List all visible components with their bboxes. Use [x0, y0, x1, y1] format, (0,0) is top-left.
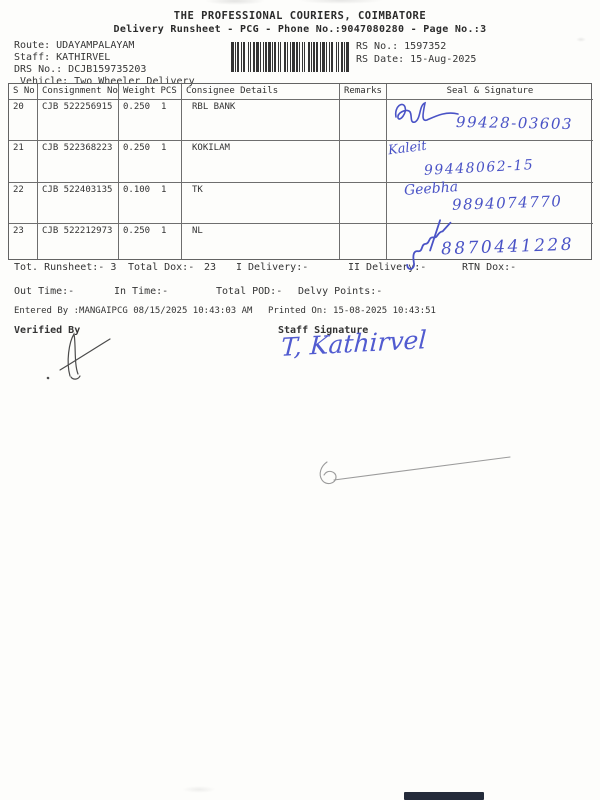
- seal-signature-scribble-row20: [394, 101, 459, 123]
- total-dox-value: 23: [204, 262, 217, 273]
- cell-remarks: [340, 141, 387, 183]
- col-header-weight: Weight: [123, 86, 156, 96]
- cell-consignee: RBL BANK: [182, 100, 340, 141]
- cell-sno: 23: [9, 224, 38, 259]
- cell-weight-pcs: 0.250 1: [119, 224, 182, 259]
- seal-phone-row22: 9894074770: [451, 192, 563, 214]
- cell-consignee: NL: [182, 224, 340, 259]
- cell-sno: 20: [9, 100, 38, 141]
- cell-sno: 21: [9, 141, 38, 183]
- cell-weight-pcs: 0.250 1: [119, 100, 182, 141]
- cell-seal: [387, 141, 593, 183]
- cell-remarks: [340, 224, 387, 259]
- i-delivery-label: I Delivery:-: [236, 262, 309, 273]
- seal-phone-row20: 99428-03603: [455, 112, 574, 134]
- staff-signature-handwriting: T, Kathirvel: [280, 325, 428, 362]
- out-time-label: Out Time:-: [14, 286, 75, 297]
- col-header-weight-pcs: Weight PCS: [119, 84, 182, 100]
- cell-sno: 22: [9, 183, 38, 224]
- scan-smudge: [182, 786, 216, 793]
- runsheet-subtitle: Delivery Runsheet - PCG - Phone No.:9047…: [113, 24, 487, 35]
- rs-no-line: RS No.: 1597352: [356, 41, 447, 52]
- total-dox-label: Total Dox:-: [128, 262, 195, 273]
- cell-weight-pcs: 0.100 1: [119, 183, 182, 224]
- staff-line: Staff: KATHIRVEL: [14, 52, 111, 63]
- rtn-dox-label: RTN Dox:-: [462, 262, 517, 273]
- cell-pcs: 1: [161, 143, 167, 153]
- cell-remarks: [340, 183, 387, 224]
- cell-pcs: 1: [161, 185, 167, 195]
- col-header-pcs: PCS: [160, 86, 177, 96]
- col-header-seal: Seal & Signature: [387, 84, 593, 100]
- col-header-sno: S No: [9, 84, 38, 100]
- entered-by-line: Entered By :MANGAIPCG 08/15/2025 10:43:0…: [14, 306, 253, 316]
- in-time-label: In Time:-: [114, 286, 169, 297]
- route-line: Route: UDAYAMPALAYAM: [14, 40, 135, 51]
- stray-pen-mark: [319, 456, 511, 485]
- rs-date-line: RS Date: 15-Aug-2025: [356, 54, 477, 65]
- cell-weight-pcs: 0.250 1: [119, 141, 182, 183]
- printed-on-line: Printed On: 15-08-2025 10:43:51: [268, 306, 436, 316]
- cell-weight: 0.250: [123, 143, 151, 153]
- cell-consignment: CJB 522403135: [38, 183, 119, 224]
- verified-by-scribble: [46, 332, 111, 380]
- staff-signature-label: Staff Signature: [278, 325, 369, 336]
- cell-consignment: CJB 522368223: [38, 141, 119, 183]
- cell-pcs: 1: [161, 226, 167, 236]
- company-title: THE PROFESSIONAL COURIERS, COIMBATORE: [173, 10, 427, 22]
- consignment-table: S No Consignment No Weight PCS Consignee …: [8, 83, 593, 260]
- cell-pcs: 1: [161, 102, 167, 112]
- col-header-consignment: Consignment No: [38, 84, 119, 100]
- ii-delivery-label: II Delivery:-: [348, 262, 427, 273]
- scan-smudge: [205, 0, 265, 5]
- scan-smudge: [298, 0, 383, 4]
- cell-seal: [387, 100, 593, 141]
- barcode-1d-icon: [231, 42, 351, 72]
- cell-seal: [387, 183, 593, 224]
- col-header-consignee: Consignee Details: [182, 84, 340, 100]
- total-runsheet: Tot. Runsheet:- 3: [14, 262, 117, 273]
- cell-weight: 0.100: [123, 185, 151, 195]
- drs-no-line: DRS No.: DCJB159735203: [14, 64, 147, 75]
- delvy-points-label: Delvy Points:-: [298, 286, 383, 297]
- verified-by-label: Verified By: [14, 325, 81, 336]
- cell-weight: 0.250: [123, 102, 151, 112]
- total-pod-label: Total POD:-: [216, 286, 283, 297]
- cell-remarks: [340, 100, 387, 141]
- cell-weight: 0.250: [123, 226, 151, 236]
- cell-consignment: CJB 522212973: [38, 224, 119, 259]
- scan-smudge: [576, 37, 586, 42]
- scan-artifact-bar: [404, 792, 484, 800]
- cell-consignment: CJB 522256915: [38, 100, 119, 141]
- seal-signature-scribble-row23: [406, 219, 452, 270]
- cell-consignee: KOKILAM: [182, 141, 340, 183]
- vehicle-line: Vehicle: Two Wheeler Delivery: [20, 76, 195, 87]
- cell-consignee: TK: [182, 183, 340, 224]
- col-header-remarks: Remarks: [340, 84, 387, 100]
